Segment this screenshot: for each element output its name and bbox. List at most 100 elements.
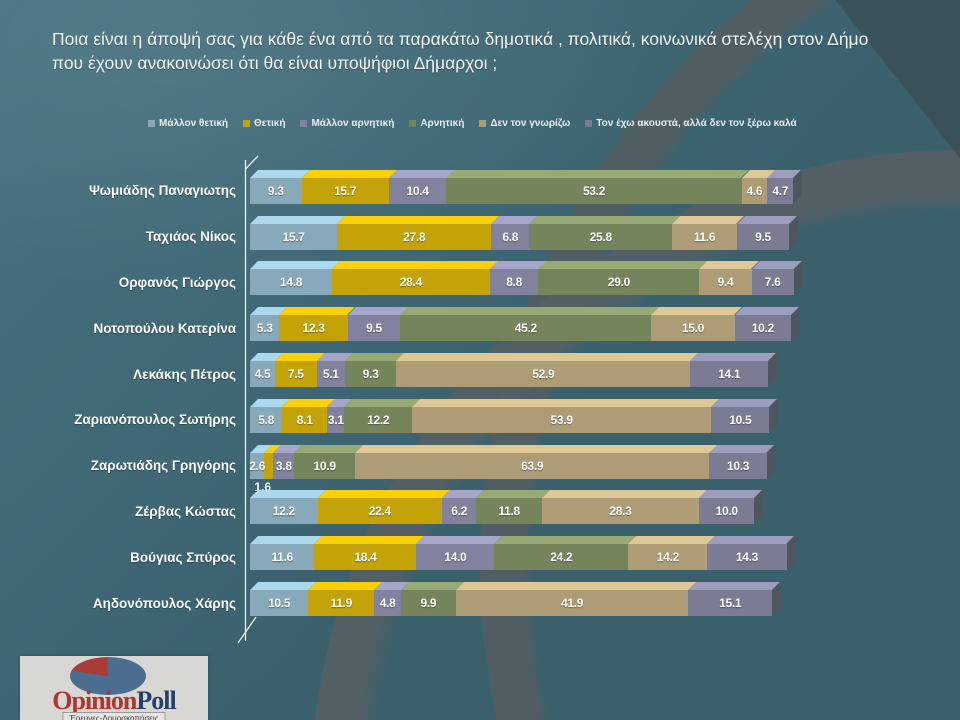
bar-segment: 10.2	[734, 315, 792, 342]
chart-row: Ζαριανόπουλος Σωτήρης 5.8 8.1 3.1 12.2 53.9 10…	[0, 397, 960, 443]
bar-segment: 10.0	[698, 498, 755, 525]
legend-label: Αρνητική	[420, 118, 465, 129]
slide-title: Ποια είναι η άποψή σας για κάθε ένα από …	[52, 29, 869, 74]
legend-swatch	[300, 120, 308, 127]
segment-value-label: 10.2	[751, 321, 774, 336]
segment-value-label: 12.2	[272, 504, 295, 519]
segment-value-label: 9.9	[420, 596, 437, 611]
segment-value-label: 12.3	[302, 321, 325, 336]
bar-segment: 12.2	[344, 406, 413, 433]
segment-value-label: 14.1	[718, 367, 741, 382]
legend-label: Θετική	[254, 118, 286, 129]
segment-value-label: 8.8	[506, 275, 522, 290]
segment-value-label: 53.9	[550, 412, 573, 427]
bar: 15.7 27.8 6.8 25.8 11.6 9.5	[250, 214, 799, 250]
legend-item: Μάλλον θετική	[148, 118, 228, 129]
bar-segment: 29.0	[538, 269, 700, 296]
chart-row: Λεκάκης Πέτρος 4.5 7.5 5.1 9.3 52.9 14.1	[0, 351, 960, 397]
bar-segment: 22.4	[317, 498, 442, 525]
segment-value-label: 3.8	[275, 458, 292, 473]
bar-segment: 8.1	[282, 406, 328, 433]
bar-segment: 7.6	[751, 269, 794, 296]
category-label: Λεκάκης Πέτρος	[133, 366, 236, 382]
segment-value-label: 10.4	[406, 183, 429, 198]
bar-segment: 41.9	[455, 590, 689, 617]
bar-segment: 15.7	[250, 223, 338, 250]
bar-segment: 12.3	[279, 315, 348, 342]
segment-value-label: 10.3	[726, 458, 750, 473]
segment-value-label: 10.5	[729, 412, 752, 427]
category-label: Βούγιας Σπύρος	[130, 549, 236, 565]
chart-row: Νοτοπούλου Κατερίνα 5.3 12.3 9.5 45.2 15.0 10.…	[0, 305, 960, 351]
bar: 10.5 11.9 4.8 9.9 41.9 15.1	[250, 581, 782, 617]
bar-segment: 10.5	[250, 590, 309, 617]
segment-value-label: 4.6	[746, 183, 763, 198]
segment-value-label: 15.1	[719, 596, 742, 611]
segment-value-label: 14.2	[656, 550, 679, 565]
bar-segment: 14.2	[628, 544, 708, 571]
legend-label: Τον έχω ακουστά, αλλά δεν τον ξέρω καλά	[596, 118, 797, 129]
bar-segment: 5.8	[250, 406, 283, 433]
bar-segment: 28.3	[541, 498, 699, 525]
bar-segment: 45.2	[400, 315, 652, 342]
bar-segment: 11.6	[672, 223, 737, 250]
bar-segment: 14.0	[416, 544, 495, 571]
bar: 4.5 7.5 5.1 9.3 52.9 14.1	[250, 352, 778, 388]
segment-value-label: 10.0	[715, 504, 738, 519]
segment-value-label: 12.2	[367, 412, 390, 427]
bar-segment: 28.4	[332, 269, 490, 296]
bar-segment: 63.9	[354, 452, 710, 479]
bar-segment: 15.0	[651, 315, 735, 342]
segment-value-label: 9.3	[362, 367, 379, 382]
segment-value-label: 25.8	[589, 229, 612, 244]
segment-value-label: 6.8	[502, 229, 519, 244]
bar-segment: 27.8	[337, 223, 492, 250]
bar-segment: 6.8	[491, 223, 530, 250]
segment-value-label: 7.6	[764, 275, 781, 290]
segment-value-label: 9.4	[717, 275, 734, 290]
segment-value-label: 10.9	[313, 458, 336, 473]
legend-label: Μάλλον αρνητική	[311, 118, 395, 129]
bar-segment: 10.9	[294, 452, 355, 479]
bar-segment: 8.8	[489, 269, 539, 296]
bar-segment: 9.5	[347, 315, 401, 342]
bar-segment: 10.5	[711, 406, 770, 433]
segment-value-label: 11.8	[498, 504, 520, 519]
segment-value-label: 10.5	[268, 596, 291, 611]
bar-endcap	[791, 306, 801, 342]
bar-segment: 7.5	[275, 361, 317, 388]
segment-value-label: 63.9	[521, 458, 544, 473]
chart-row: Ψωμιάδης Παναγιωτης 9.3 15.7 10.4 53.2 4.6 4.7	[0, 168, 960, 214]
logo-subtitle: Έρευνες-Δημοσκοπήσεις	[62, 712, 166, 720]
category-label: Ζαριανόπουλος Σωτήρης	[74, 412, 236, 428]
bar-segment: 53.9	[412, 406, 712, 433]
bar: 5.8 8.1 3.1 12.2 53.9 10.5	[250, 397, 779, 433]
opinionpoll-logo: OpinionPoll Έρευνες-Δημοσκοπήσεις	[20, 656, 208, 720]
legend-item: Θετική	[243, 118, 285, 129]
segment-value-label: 2.6	[249, 458, 266, 473]
segment-value-label: 11.9	[330, 596, 353, 611]
segment-value-label: 4.7	[772, 183, 789, 198]
segment-value-label: 28.3	[609, 504, 632, 519]
bar-segment: 3.8	[273, 452, 295, 479]
segment-value-label: 9.3	[267, 183, 284, 198]
segment-value-label: 3.1	[327, 412, 344, 427]
bar-segment: 9.5	[736, 223, 790, 250]
segment-value-label: 11.6	[693, 229, 716, 244]
bar-segment: 4.5	[250, 361, 275, 388]
chart-row: Αηδονόπουλος Χάρης 10.5 11.9 4.8 9.9 41.9 15.1	[0, 580, 960, 626]
chart-row: Ζέρβας Κώστας 12.2 22.4 6.2 11.8 28.3 10.0	[0, 489, 960, 535]
category-label: Αηδονόπουλος Χάρης	[92, 595, 236, 611]
segment-value-label: 9.5	[366, 321, 382, 336]
bar: 14.8 28.4 8.8 29.0 9.4 7.6	[250, 260, 803, 296]
chart-row: Βούγιας Σπύρος 11.6 18.4 14.0 24.2 14.2 14.3	[0, 534, 960, 580]
bar-segment: 4.6	[741, 177, 768, 204]
legend-swatch	[409, 120, 417, 127]
category-label: Ψωμιάδης Παναγιωτης	[88, 183, 236, 199]
bar-segment: 10.4	[388, 177, 447, 204]
bar-segment: 9.4	[699, 269, 752, 296]
bar-segment: 25.8	[529, 223, 673, 250]
legend-swatch	[243, 120, 251, 127]
bar: 5.3 12.3 9.5 45.2 15.0 10.2	[250, 306, 801, 342]
category-label: Ζέρβας Κώστας	[134, 503, 236, 519]
